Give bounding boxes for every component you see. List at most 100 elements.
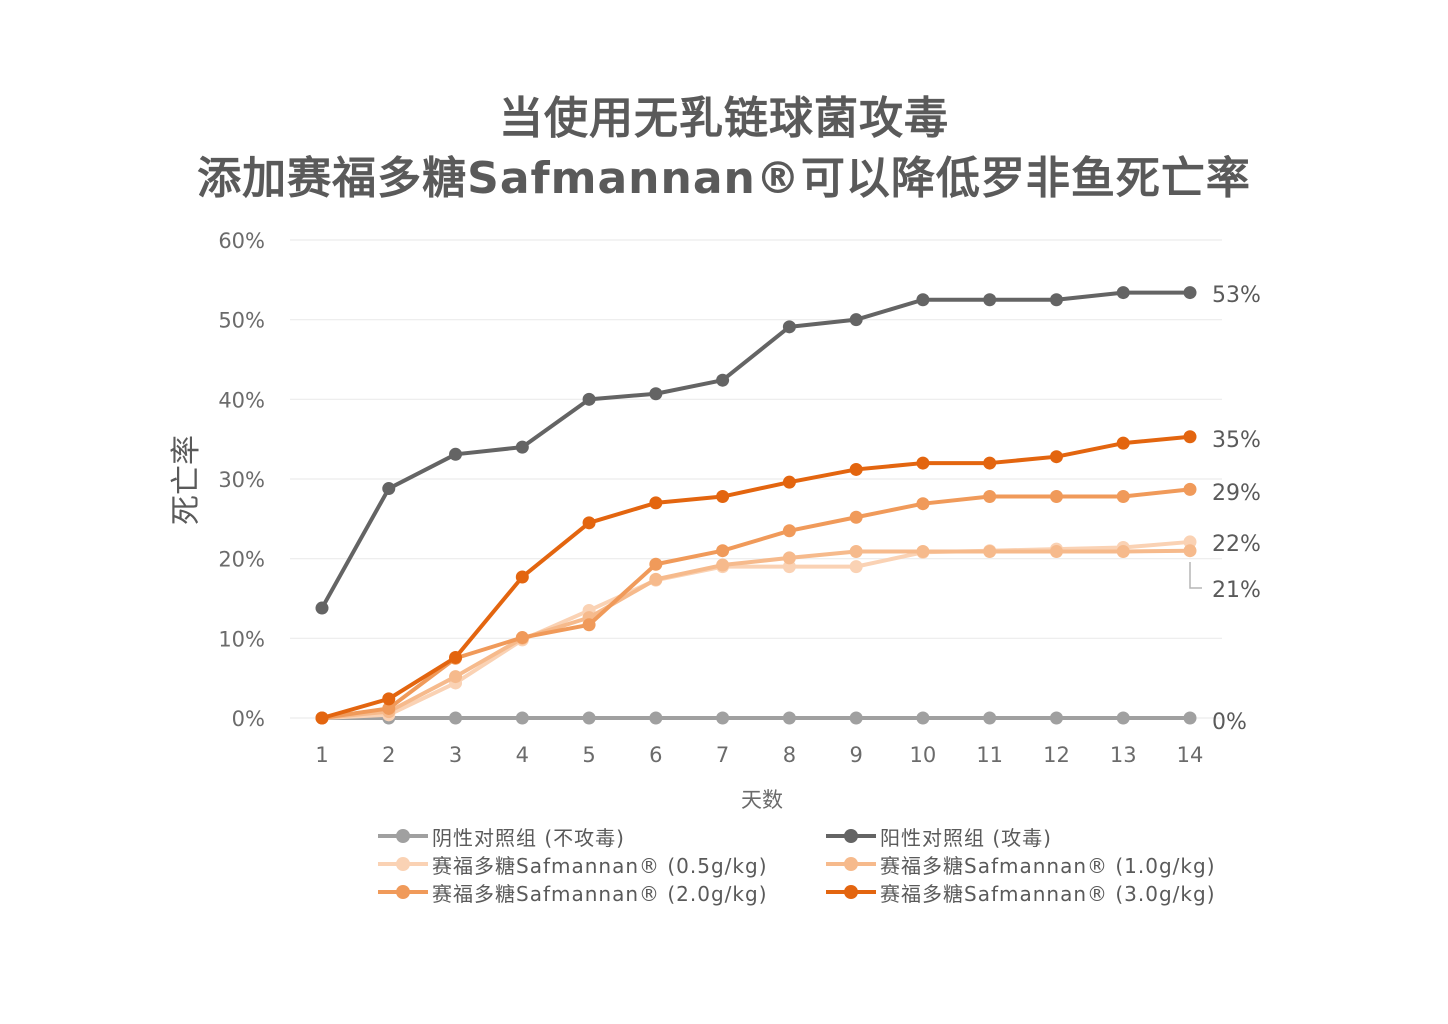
series-2 bbox=[315, 535, 1197, 725]
legend-item: 赛福多糖Safmannan® (1.0g/kg) bbox=[826, 850, 1216, 878]
data-point bbox=[449, 670, 463, 684]
x-tick-label: 3 bbox=[449, 743, 462, 767]
series-0 bbox=[315, 711, 1197, 725]
series-5 bbox=[315, 430, 1197, 725]
end-value-label: 35% bbox=[1212, 428, 1261, 453]
data-point bbox=[1049, 293, 1063, 307]
y-tick-label: 10% bbox=[218, 627, 265, 651]
data-point bbox=[449, 447, 463, 461]
chart-title-line1: 当使用无乳链球菌攻毒 bbox=[499, 93, 949, 144]
legend-swatch-icon bbox=[378, 822, 428, 850]
series-line bbox=[321, 539, 1191, 720]
y-axis-ticks: 0% 10% 20% 30% 40% 50% 60% bbox=[218, 229, 265, 731]
series-lines bbox=[315, 286, 1197, 725]
data-point bbox=[983, 490, 997, 504]
data-point bbox=[1049, 490, 1063, 504]
data-point bbox=[1116, 286, 1130, 300]
x-tick-label: 11 bbox=[976, 743, 1003, 767]
x-axis-ticks: 1 2 3 4 5 6 7 8 9 10 11 12 13 14 bbox=[315, 743, 1203, 767]
data-point bbox=[582, 516, 596, 530]
data-point bbox=[449, 650, 463, 664]
data-point bbox=[716, 373, 730, 387]
data-point bbox=[449, 711, 463, 725]
data-point bbox=[849, 510, 863, 524]
legend-swatch-icon bbox=[826, 850, 876, 878]
y-tick-label: 0% bbox=[232, 707, 265, 731]
data-point bbox=[649, 496, 663, 510]
y-tick-label: 30% bbox=[218, 468, 265, 492]
data-point bbox=[649, 557, 663, 571]
data-point bbox=[315, 601, 329, 615]
data-point bbox=[1183, 544, 1197, 558]
data-point bbox=[916, 497, 930, 511]
end-value-label: 53% bbox=[1212, 283, 1261, 308]
x-tick-label: 13 bbox=[1110, 743, 1137, 767]
data-point bbox=[916, 456, 930, 470]
x-tick-label: 6 bbox=[649, 743, 662, 767]
data-point bbox=[1116, 436, 1130, 450]
data-point bbox=[716, 544, 730, 558]
data-point bbox=[1183, 482, 1197, 496]
data-point bbox=[782, 551, 796, 565]
legend-label: 赛福多糖Safmannan® (0.5g/kg) bbox=[432, 853, 768, 878]
x-tick-label: 14 bbox=[1177, 743, 1204, 767]
data-point bbox=[849, 462, 863, 476]
data-point bbox=[1049, 711, 1063, 725]
x-axis-title: 天数 bbox=[741, 788, 783, 812]
data-point bbox=[849, 313, 863, 327]
data-point bbox=[582, 392, 596, 406]
legend-label: 赛福多糖Safmannan® (3.0g/kg) bbox=[880, 881, 1216, 906]
x-tick-label: 4 bbox=[516, 743, 529, 767]
leader-line bbox=[1189, 562, 1202, 589]
x-tick-label: 7 bbox=[716, 743, 729, 767]
legend-item: 赛福多糖Safmannan® (2.0g/kg) bbox=[378, 878, 768, 906]
end-value-label: 0% bbox=[1212, 710, 1247, 735]
data-point bbox=[782, 320, 796, 334]
legend-item: 赛福多糖Safmannan® (0.5g/kg) bbox=[378, 850, 768, 878]
legend-swatch-icon bbox=[378, 850, 428, 878]
legend-swatch-icon bbox=[826, 878, 876, 906]
data-point bbox=[649, 387, 663, 401]
data-point bbox=[582, 618, 596, 632]
data-point bbox=[515, 570, 529, 584]
data-point bbox=[782, 711, 796, 725]
y-tick-label: 40% bbox=[218, 388, 265, 412]
end-value-label: 22% bbox=[1212, 532, 1261, 557]
data-point bbox=[983, 544, 997, 558]
data-point bbox=[849, 560, 863, 574]
grid-lines bbox=[290, 239, 1222, 719]
data-point bbox=[1116, 711, 1130, 725]
legend-label: 阴性对照组 (不攻毒) bbox=[432, 825, 625, 850]
end-value-label: 21% bbox=[1212, 578, 1261, 603]
data-point bbox=[916, 544, 930, 558]
end-labels: 53% 35% 29% 22% 21% 0% bbox=[1189, 283, 1261, 735]
y-axis-title: 死亡率 bbox=[169, 435, 204, 525]
data-point bbox=[916, 711, 930, 725]
legend-label: 赛福多糖Safmannan® (1.0g/kg) bbox=[880, 853, 1216, 878]
data-point bbox=[716, 490, 730, 504]
data-point bbox=[515, 440, 529, 454]
y-tick-label: 60% bbox=[218, 229, 265, 253]
data-point bbox=[849, 711, 863, 725]
data-point bbox=[515, 631, 529, 645]
data-point bbox=[382, 692, 396, 706]
data-point bbox=[582, 711, 596, 725]
data-point bbox=[315, 711, 329, 725]
series-line bbox=[321, 434, 1191, 720]
x-tick-label: 2 bbox=[382, 743, 395, 767]
x-tick-label: 10 bbox=[910, 743, 937, 767]
legend-item: 阳性对照组 (攻毒) bbox=[826, 822, 1052, 850]
data-point bbox=[1183, 286, 1197, 300]
x-tick-label: 1 bbox=[315, 743, 328, 767]
series-1 bbox=[315, 286, 1197, 615]
end-value-label: 29% bbox=[1212, 481, 1261, 506]
x-tick-label: 8 bbox=[783, 743, 796, 767]
y-tick-label: 50% bbox=[218, 309, 265, 333]
series-3 bbox=[315, 544, 1197, 725]
data-point bbox=[1049, 544, 1063, 558]
x-tick-label: 12 bbox=[1043, 743, 1070, 767]
data-point bbox=[716, 558, 730, 572]
legend-label: 赛福多糖Safmannan® (2.0g/kg) bbox=[432, 881, 768, 906]
data-point bbox=[1183, 711, 1197, 725]
